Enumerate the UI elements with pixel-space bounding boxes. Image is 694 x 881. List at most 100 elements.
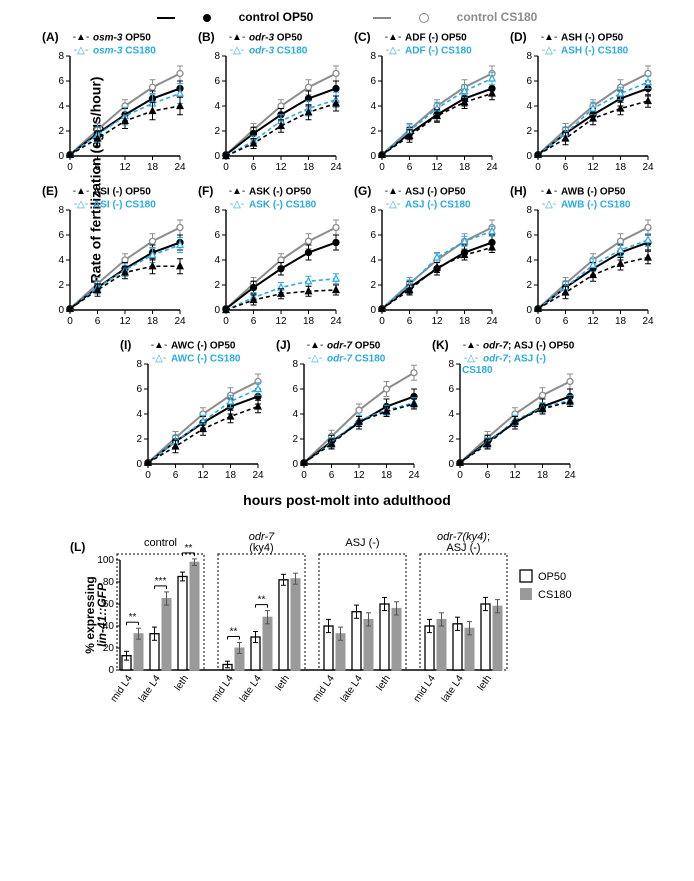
panel-E: (E) -▲-ASI (-) OP50-△-ASI (-) CS180 0246… xyxy=(38,184,188,334)
svg-text:6: 6 xyxy=(251,316,257,327)
svg-text:2: 2 xyxy=(370,280,376,291)
panel-C-label: (C) xyxy=(354,30,371,44)
svg-text:8: 8 xyxy=(526,51,532,62)
svg-text:12: 12 xyxy=(197,470,209,481)
svg-text:**: ** xyxy=(230,627,238,638)
svg-text:6: 6 xyxy=(407,316,413,327)
svg-text:12: 12 xyxy=(275,316,287,327)
svg-text:0: 0 xyxy=(526,151,532,162)
svg-text:4: 4 xyxy=(526,255,532,266)
svg-text:24: 24 xyxy=(252,470,264,481)
svg-text:4: 4 xyxy=(292,409,298,420)
svg-text:0: 0 xyxy=(67,162,73,173)
svg-text:ASJ (-): ASJ (-) xyxy=(345,537,379,549)
panel-H: (H) -▲-AWB (-) OP50-△-AWB (-) CS180 0 2 4 6… xyxy=(506,184,656,334)
line-panel-grid: Rate of fertilization (eggs/hour) (A) -▲… xyxy=(10,30,684,488)
svg-text:2: 2 xyxy=(526,280,532,291)
svg-text:6: 6 xyxy=(407,162,413,173)
svg-text:6: 6 xyxy=(58,76,64,87)
svg-text:12: 12 xyxy=(509,470,521,481)
panel-J: (J) -▲-odr-7 OP50-△-odr-7 CS180 02468061… xyxy=(272,338,422,488)
panel-D: (D) -▲-ASH (-) OP50-△-ASH (-) CS180 0246… xyxy=(506,30,656,180)
svg-text:6: 6 xyxy=(214,230,220,241)
x-axis-label: hours post-molt into adulthood xyxy=(10,492,684,508)
svg-text:mid L4: mid L4 xyxy=(311,673,337,704)
svg-text:8: 8 xyxy=(214,51,220,62)
svg-text:24: 24 xyxy=(174,162,186,173)
svg-text:6: 6 xyxy=(526,230,532,241)
svg-text:0: 0 xyxy=(526,305,532,316)
svg-text:odr-7(ky4): odr-7(ky4) xyxy=(249,532,275,554)
svg-text:6: 6 xyxy=(526,76,532,87)
svg-text:6: 6 xyxy=(136,384,142,395)
panel-J-label: (J) xyxy=(276,338,291,352)
svg-text:0: 0 xyxy=(108,665,114,676)
svg-text:6: 6 xyxy=(485,470,491,481)
svg-text:late L4: late L4 xyxy=(339,673,365,704)
svg-text:0: 0 xyxy=(67,316,73,327)
svg-text:odr-7(ky4);ASJ (-): odr-7(ky4);ASJ (-) xyxy=(437,532,490,554)
svg-text:6: 6 xyxy=(448,384,454,395)
svg-text:6: 6 xyxy=(214,76,220,87)
svg-text:leth: leth xyxy=(476,673,494,693)
panel-K-legend: -▲-odr-7; ASJ (-) OP50-△-odr-7; ASJ (-) … xyxy=(462,340,578,377)
svg-text:control: control xyxy=(144,537,177,549)
svg-text:mid L4: mid L4 xyxy=(109,673,135,704)
svg-text:0: 0 xyxy=(58,305,64,316)
panel-L-label: (L) xyxy=(70,540,85,554)
svg-text:12: 12 xyxy=(119,162,131,173)
svg-text:0: 0 xyxy=(457,470,463,481)
panel-E-label: (E) xyxy=(42,184,58,198)
panel-H-legend: -▲-AWB (-) OP50-△-AWB (-) CS180 xyxy=(540,186,630,211)
svg-text:6: 6 xyxy=(173,470,179,481)
legend-ctrl-op50: control OP50 xyxy=(239,10,314,24)
panel-F-legend: -▲-ASK (-) OP50-△-ASK (-) CS180 xyxy=(228,186,316,211)
svg-text:2: 2 xyxy=(136,434,142,445)
svg-text:12: 12 xyxy=(275,162,287,173)
svg-text:2: 2 xyxy=(214,280,220,291)
svg-text:12: 12 xyxy=(431,316,443,327)
svg-text:6: 6 xyxy=(563,162,569,173)
svg-text:12: 12 xyxy=(431,162,443,173)
panel-A-legend: -▲-osm-3 OP50-△-osm-3 CS180 xyxy=(72,32,156,57)
svg-text:18: 18 xyxy=(459,162,471,173)
panel-B-legend: -▲-odr-3 OP50-△-odr-3 CS180 xyxy=(228,32,307,57)
svg-text:8: 8 xyxy=(370,51,376,62)
svg-text:6: 6 xyxy=(95,162,101,173)
svg-text:18: 18 xyxy=(537,470,549,481)
svg-text:CS180: CS180 xyxy=(538,589,572,601)
svg-text:0: 0 xyxy=(136,459,142,470)
svg-text:6: 6 xyxy=(95,316,101,327)
svg-text:24: 24 xyxy=(486,162,498,173)
panel-F: (F) -▲-ASK (-) OP50-△-ASK (-) CS180 0 24 6… xyxy=(194,184,344,334)
panel-H-label: (H) xyxy=(510,184,527,198)
panel-I-legend: -▲-AWC (-) OP50-△-AWC (-) CS180 xyxy=(150,340,240,365)
svg-text:0: 0 xyxy=(370,305,376,316)
svg-text:2: 2 xyxy=(58,126,64,137)
svg-text:leth: leth xyxy=(375,673,393,693)
svg-text:4: 4 xyxy=(58,101,64,112)
svg-text:24: 24 xyxy=(486,316,498,327)
svg-text:2: 2 xyxy=(370,126,376,137)
panel-G-label: (G) xyxy=(354,184,371,198)
svg-text:**: ** xyxy=(258,595,266,606)
svg-text:24: 24 xyxy=(330,316,342,327)
svg-text:mid L4: mid L4 xyxy=(210,673,236,704)
svg-text:0: 0 xyxy=(448,459,454,470)
svg-text:0: 0 xyxy=(379,162,385,173)
svg-text:0: 0 xyxy=(223,162,229,173)
svg-text:8: 8 xyxy=(214,205,220,216)
panel-E-legend: -▲-ASI (-) OP50-△-ASI (-) CS180 xyxy=(72,186,156,211)
svg-text:4: 4 xyxy=(214,101,220,112)
panel-F-label: (F) xyxy=(198,184,213,198)
svg-text:18: 18 xyxy=(381,470,393,481)
panel-C: (C) -▲-ADF (-) OP50-△-ADF (-) CS180 0246… xyxy=(350,30,500,180)
panel-K: (K) -▲-odr-7; ASJ (-) OP50-△-odr-7; ASJ … xyxy=(428,338,578,488)
svg-text:18: 18 xyxy=(303,162,315,173)
svg-text:0: 0 xyxy=(214,305,220,316)
svg-text:8: 8 xyxy=(58,51,64,62)
svg-text:mid L4: mid L4 xyxy=(412,673,438,704)
svg-text:18: 18 xyxy=(615,316,627,327)
panel-J-legend: -▲-odr-7 OP50-△-odr-7 CS180 xyxy=(306,340,385,365)
svg-text:0: 0 xyxy=(292,459,298,470)
